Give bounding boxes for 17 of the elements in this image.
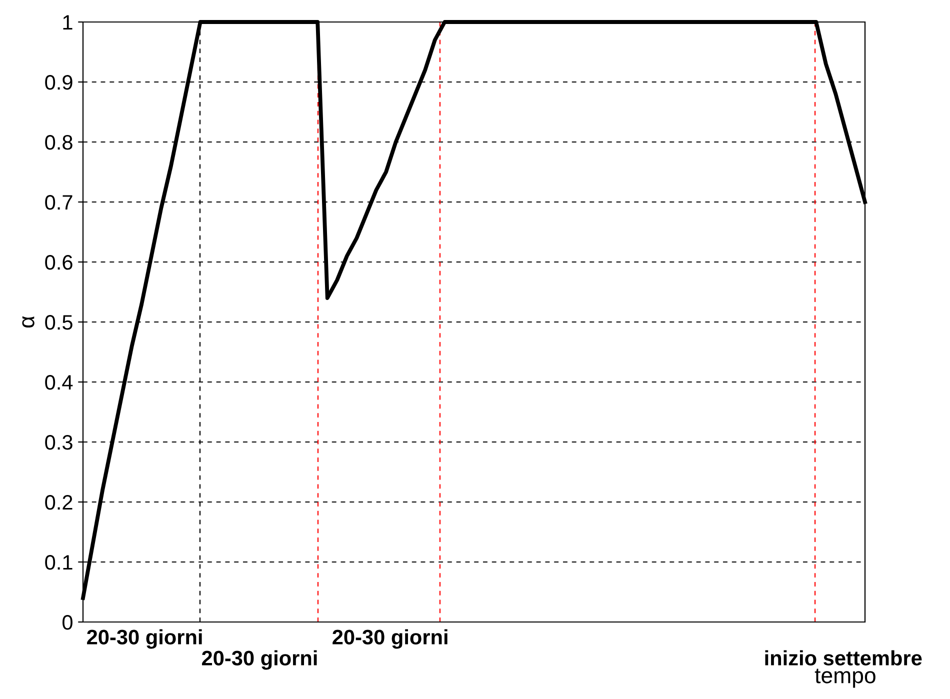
text: inizio settembre — [765, 650, 922, 666]
y-tick-label: 1 — [63, 15, 72, 30]
y-tick-label: 0.8 — [45, 135, 72, 150]
text: 20-30 giorni — [202, 650, 317, 670]
y-axis-title: α — [22, 316, 34, 328]
x-axis-title: tempo — [814, 668, 876, 688]
y-tick-label: 0.3 — [45, 435, 72, 450]
text: 20-30 giorni — [87, 629, 202, 649]
y-tick-label: 0.4 — [45, 375, 73, 390]
y-tick-label: 0.7 — [45, 195, 72, 210]
y-tick-label: 0.2 — [45, 495, 72, 510]
text: 20-30 giorni — [332, 629, 448, 649]
y-tick-label: 0.1 — [45, 555, 72, 570]
y-tick-label: 0.9 — [45, 75, 72, 90]
y-tick-label: 0 — [62, 615, 72, 630]
y-tick-label: 0.5 — [45, 315, 72, 330]
y-tick-label: 0.6 — [45, 255, 72, 270]
